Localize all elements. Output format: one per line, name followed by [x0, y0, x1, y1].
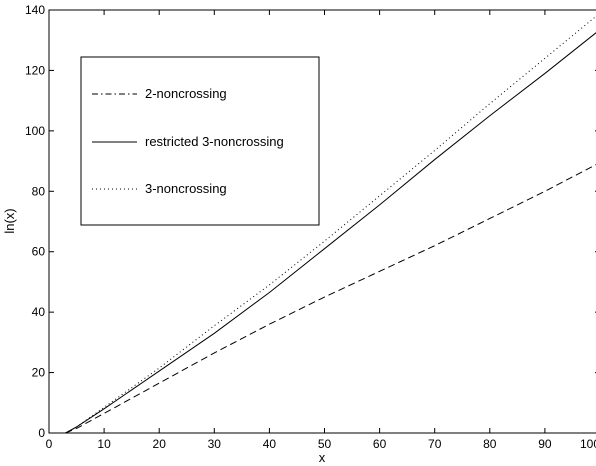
x-tick-label: 70 — [428, 437, 442, 451]
legend-box — [80, 56, 320, 226]
x-tick-label: 40 — [263, 437, 277, 451]
x-tick-label: 10 — [97, 437, 111, 451]
legend-label-restricted-3-noncrossing: restricted 3-noncrossing — [145, 134, 284, 149]
x-axis: 0 10 20 30 40 50 60 70 80 90 100 — [46, 10, 596, 451]
x-axis-label: x — [319, 450, 326, 465]
x-tick-label: 0 — [46, 437, 53, 451]
y-tick-label: 80 — [32, 184, 46, 198]
y-tick-label: 120 — [25, 63, 45, 77]
x-tick-label: 60 — [373, 437, 387, 451]
y-tick-label: 0 — [38, 426, 45, 440]
x-tick-label: 80 — [483, 437, 497, 451]
y-tick-label: 40 — [32, 305, 46, 319]
x-tick-label: 20 — [153, 437, 167, 451]
legend-label-2-noncrossing: 2-noncrossing — [145, 86, 227, 101]
y-tick-label: 60 — [32, 245, 46, 259]
y-tick-label: 20 — [32, 366, 46, 380]
y-axis-label: ln(x) — [2, 208, 17, 233]
series-line-2-noncrossing — [65, 164, 596, 434]
y-tick-label: 140 — [25, 3, 45, 17]
legend: 2-noncrossing restricted 3-noncrossing 3… — [80, 56, 320, 226]
x-tick-label: 30 — [208, 437, 222, 451]
series-line-3-noncrossing — [65, 15, 596, 434]
series-line-restricted-3-noncrossing — [65, 32, 596, 434]
series-lines — [65, 15, 596, 434]
legend-label-3-noncrossing: 3-noncrossing — [145, 181, 227, 196]
x-tick-label: 90 — [538, 437, 552, 451]
x-tick-label: 50 — [318, 437, 332, 451]
y-tick-label: 100 — [25, 124, 45, 138]
x-tick-label: 100 — [580, 437, 596, 451]
y-axis: 0 20 40 60 80 100 120 140 — [25, 3, 596, 440]
